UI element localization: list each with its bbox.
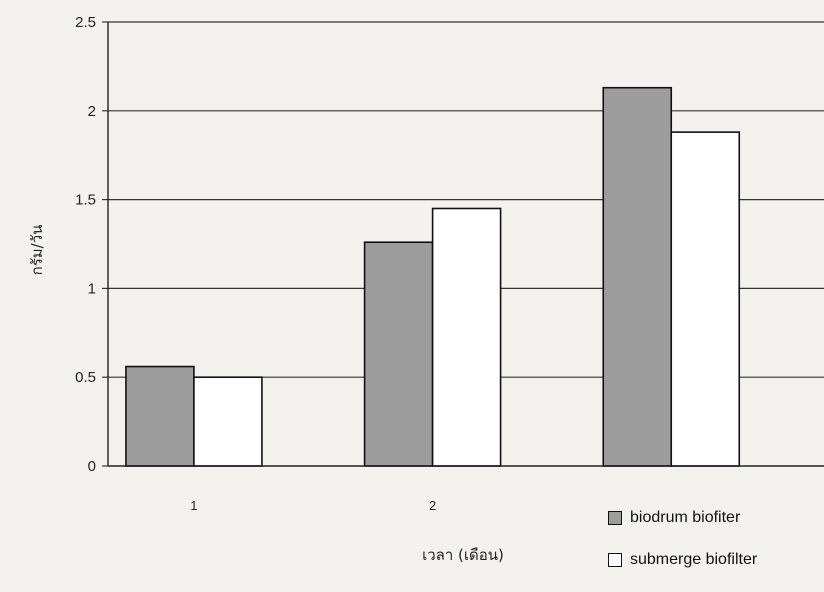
bar-biodrum-2 (363, 241, 434, 467)
y-tick-label: 2.5 (75, 14, 96, 31)
x-axis-title: เวลา (เดือน) (422, 546, 504, 564)
x-tick-label: 1 (190, 498, 197, 513)
bar-biodrum-1 (125, 365, 195, 467)
legend: biodrum biofiter submerge biofilter (608, 508, 757, 592)
x-tick-label: 2 (429, 498, 436, 513)
legend-label-submerge: submerge biofilter (630, 551, 758, 568)
legend-item-submerge: submerge biofilter (608, 550, 757, 570)
legend-swatch-biodrum (608, 511, 622, 525)
y-tick-label: 0 (88, 458, 96, 475)
bar-submerge-2 (431, 207, 502, 467)
bar-submerge-1 (193, 376, 263, 467)
bars (125, 86, 741, 467)
y-tick-label: 0.5 (75, 369, 96, 386)
bar-submerge-3 (670, 131, 741, 467)
y-axis-title: กรัม/วัน (28, 225, 46, 276)
legend-item-biodrum: biodrum biofiter (608, 508, 757, 528)
bar-biodrum-3 (602, 86, 673, 467)
y-tick-label: 2 (88, 103, 96, 120)
legend-label-biodrum: biodrum biofiter (630, 509, 741, 526)
axes: 0 0.5 1 1.5 2 2.5 1 2 (75, 14, 824, 513)
y-tick-label: 1 (88, 280, 96, 297)
y-tick-label: 1.5 (75, 192, 96, 209)
legend-swatch-submerge (608, 553, 622, 567)
